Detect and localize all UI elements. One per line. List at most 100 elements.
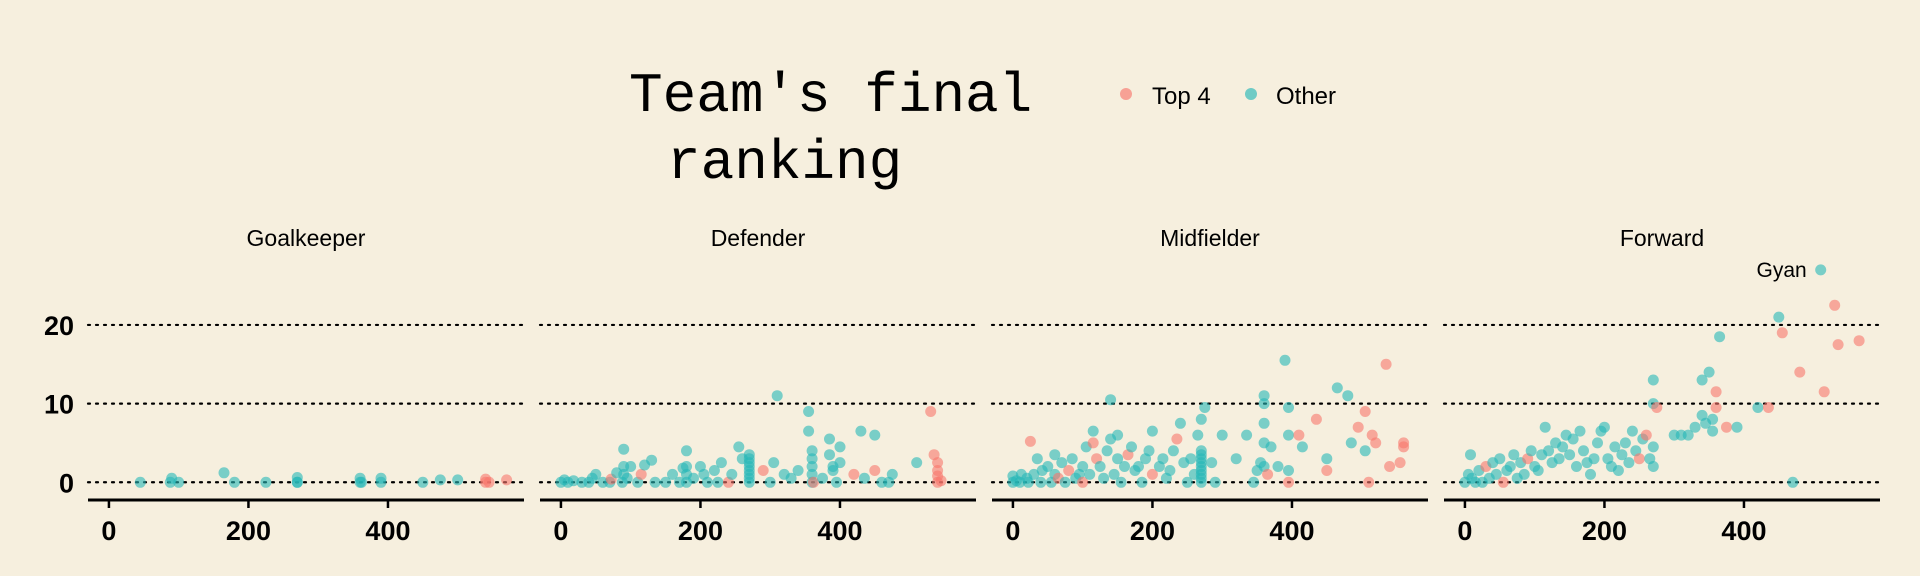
data-point [1532,465,1544,476]
data-point [834,457,846,469]
data-point [1157,453,1169,465]
data-point [1689,421,1701,433]
data-point [1773,311,1785,323]
data-point [1248,476,1260,488]
data-point [1384,461,1396,472]
data-point [1592,437,1603,449]
data-point [1352,421,1364,433]
facet-panel-goalkeeper: Goalkeeper 0 200 400 [86,225,526,546]
data-point [925,406,937,417]
data-point [1818,386,1830,398]
data-point [1293,429,1305,441]
data-point [1056,457,1068,469]
data-point [173,476,185,488]
data-point [932,457,944,469]
legend-swatch-top4 [1120,88,1132,100]
data-point [1283,476,1294,488]
data-point [1146,468,1158,480]
data-point [817,472,828,484]
data-point [1241,429,1253,441]
facet-panel-forward: Forward 0 200 400 Gyan [1442,225,1882,546]
data-point [1258,417,1270,429]
x-tick-label: 400 [1269,516,1314,546]
data-point [1345,437,1357,449]
data-point [1230,453,1242,465]
data-point [1380,358,1392,370]
data-point [1031,453,1043,465]
data-point [1262,468,1274,480]
legend-label-other: Other [1276,83,1336,110]
data-point [1112,453,1124,465]
data-point [701,476,713,488]
data-point [568,475,579,487]
data-point [375,472,387,484]
data-point [1296,441,1308,453]
data-point [708,465,720,476]
data-point [1504,461,1516,472]
data-point [1119,461,1130,472]
data-point [1497,476,1509,488]
data-point [824,433,835,445]
data-point [1612,465,1624,476]
data-point [1647,441,1659,453]
y-tick-label: 10 [44,390,74,420]
data-point [667,468,678,480]
legend: Top 4 Other [1120,83,1336,110]
chart-title-line-2: ranking [667,131,902,195]
data-point [1682,429,1694,441]
x-tick-label: 400 [817,516,862,546]
data-point [1752,402,1764,413]
data-point [1279,354,1291,366]
data-point [649,476,661,488]
data-point [1059,476,1071,488]
data-point [1518,468,1530,480]
data-point [590,468,602,480]
data-point [1077,461,1089,472]
x-tick-label: 0 [1005,516,1020,546]
data-point [1853,335,1865,347]
data-point [1258,390,1270,402]
data-point [635,468,647,480]
data-point [1564,449,1576,461]
data-point [1508,449,1520,461]
data-point [1265,441,1277,453]
data-point [1174,417,1186,429]
data-point [1359,406,1371,417]
data-point [764,476,776,488]
data-point [681,461,692,472]
data-point [806,445,818,457]
data-point [1776,327,1788,339]
data-point [1321,453,1333,465]
data-point [1181,476,1193,488]
data-point [1283,429,1294,441]
data-point [1707,413,1719,425]
data-point [1087,437,1099,449]
data-point [1832,339,1844,351]
data-point [1696,374,1708,386]
data-point [646,454,658,466]
data-point [834,441,846,453]
data-point [1787,476,1799,488]
data-point [886,468,898,480]
data-point [1035,476,1047,488]
data-point [785,472,797,484]
data-point [1192,429,1204,441]
data-point [1567,433,1579,445]
data-point [1525,445,1537,457]
data-point [1272,461,1284,472]
data-point [1146,425,1158,437]
y-tick-label: 20 [44,311,74,341]
data-point [1647,461,1659,472]
data-point [229,476,240,488]
data-point [1543,445,1555,457]
data-point [134,476,146,488]
data-point [291,476,303,488]
data-point [935,475,947,487]
data-point [1077,476,1089,488]
data-point [1022,476,1034,488]
data-point [1126,441,1137,453]
data-point [1105,394,1117,406]
x-tick-label: 200 [1130,516,1175,546]
data-point [356,476,367,488]
data-point [1066,453,1078,465]
